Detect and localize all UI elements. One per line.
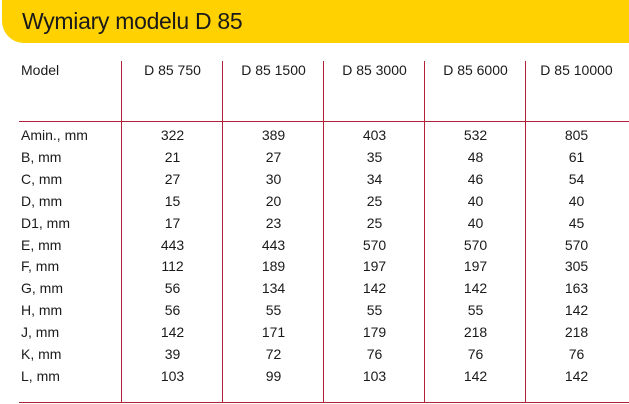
table-cell: 21 [164,148,181,165]
row-label: G, mm [21,280,63,297]
table-cell: 322 [160,127,185,143]
row-label: F, mm [21,258,60,275]
table-cell: 570 [564,236,589,253]
table-row: B, mm 21 27 35 48 61 [0,147,629,167]
table-cell: 61 [568,148,585,165]
table-row: E, mm 443 443 570 570 570 [0,235,629,255]
column-header: D 85 750 [144,62,201,78]
title-banner: Wymiary modelu D 85 [2,0,629,43]
table-cell: 189 [261,258,286,275]
table-cell: 39 [164,346,181,362]
table-cell: 17 [164,214,181,231]
row-label: E, mm [21,236,62,253]
table-row: H, mm 56 55 55 55 142 [0,300,629,320]
row-label: D1, mm [21,214,70,231]
column-divider [222,61,223,403]
table-row: F, mm 112 189 197 197 305 [0,256,629,276]
table-cell: 112 [161,258,184,275]
table-cell: 25 [366,192,383,209]
table-cell: 218 [463,324,488,341]
row-label: C, mm [21,170,63,187]
table-cell: 46 [467,170,484,187]
table-row: G, mm 56 134 142 142 163 [0,278,629,298]
column-divider [424,61,425,403]
table-cell: 443 [160,236,185,253]
table-cell: 56 [164,302,181,319]
table-cell: 570 [463,236,488,253]
table-cell: 103 [160,367,185,384]
table-cell: 142 [362,280,387,297]
table-cell: 197 [463,258,488,275]
column-divider [121,61,122,403]
column-header: D 85 10000 [540,62,613,78]
table-cell: 48 [467,148,484,165]
table-cell: 171 [261,324,286,341]
table-row: D, mm 15 20 25 40 40 [0,191,629,211]
row-label: B, mm [21,148,62,165]
table-cell: 76 [366,346,383,362]
page-title: Wymiary modelu D 85 [22,8,243,34]
table-cell: 55 [366,302,383,319]
table-cell: 142 [564,302,589,319]
table-cell: 45 [568,214,585,231]
table-cell: 72 [265,346,282,362]
table-cell: 142 [160,324,185,341]
table-cell: 403 [362,127,387,143]
table-cell: 40 [467,192,484,209]
table-cell: 54 [568,170,585,187]
table-row: Amin., mm 322 389 403 532 805 [0,125,629,145]
table-cell: 179 [362,324,387,341]
table-cell: 218 [564,324,589,341]
row-label: K, mm [21,346,62,362]
column-header: D 85 1500 [241,62,306,78]
table-cell: 40 [467,214,484,231]
row-label: J, mm [21,324,60,341]
table-cell: 142 [463,280,488,297]
table-cell: 103 [362,367,387,384]
table-cell: 532 [463,127,488,143]
table-cell: 142 [463,367,488,384]
table-cell: 305 [564,258,589,275]
table-cell: 34 [366,170,383,187]
table-row: C, mm 27 30 34 46 54 [0,169,629,189]
row-label: D, mm [21,192,63,209]
table-cell: 30 [265,170,282,187]
column-divider [323,61,324,403]
row-label: Amin., mm [21,127,88,143]
header-model-label: Model [21,62,60,78]
table-cell: 55 [467,302,484,319]
table-cell: 99 [265,367,282,384]
table-cell: 443 [261,236,286,253]
table-row: K, mm 39 72 76 76 76 [0,344,629,364]
table-cell: 197 [362,258,387,275]
table-cell: 76 [467,346,484,362]
header-divider [19,121,629,122]
table-cell: 389 [261,127,286,143]
column-divider [525,61,526,403]
table-cell: 23 [265,214,282,231]
table-cell: 163 [564,280,589,297]
table-row: L, mm 103 99 103 142 142 [0,366,629,386]
table-cell: 27 [164,170,181,187]
table-cell: 142 [564,367,589,384]
table-row: D1, mm 17 23 25 40 45 [0,213,629,233]
table-cell: 56 [164,280,181,297]
table-cell: 55 [265,302,282,319]
row-label: L, mm [21,367,60,384]
row-label: H, mm [21,302,63,319]
table-cell: 570 [362,236,387,253]
table-cell: 15 [164,192,181,209]
column-header: D 85 6000 [443,62,508,78]
column-header: D 85 3000 [342,62,407,78]
table-cell: 805 [564,127,589,143]
table-row: J, mm 142 171 179 218 218 [0,322,629,342]
table-cell: 134 [261,280,286,297]
table-cell: 20 [265,192,282,209]
table-cell: 27 [265,148,282,165]
table-bottom-rule [19,402,629,403]
table-cell: 35 [366,148,383,165]
table-cell: 40 [568,192,585,209]
table-cell: 25 [366,214,383,231]
table-cell: 76 [568,346,585,362]
